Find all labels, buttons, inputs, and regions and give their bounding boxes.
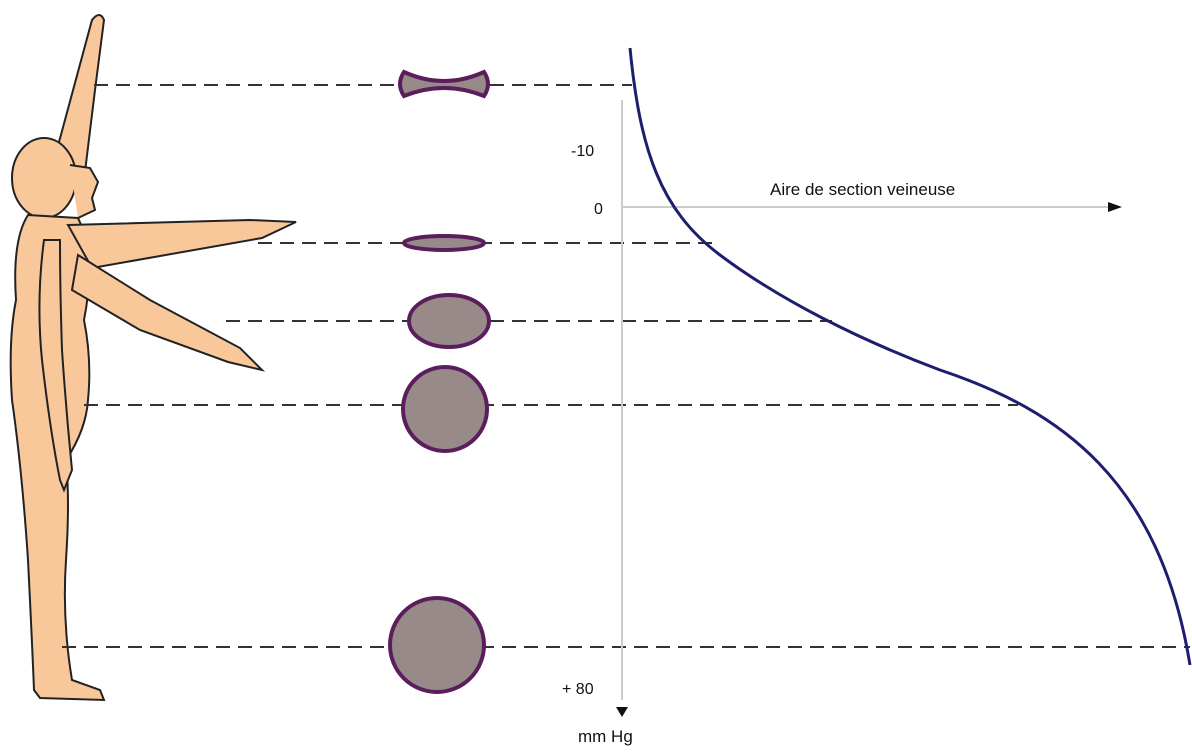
area-axis-arrow-icon [1108, 202, 1122, 212]
tick-label-minus-10: -10 [571, 143, 594, 160]
diagonal-arm [70, 253, 266, 372]
axes [616, 100, 1122, 717]
tick-label-plus-80: + 80 [562, 681, 594, 698]
vein-ellipse [407, 293, 491, 349]
vein-circle [401, 365, 489, 453]
vein-flattened [402, 234, 486, 252]
vein-collapsed [398, 69, 490, 99]
face-profile [69, 164, 100, 219]
vein-large-circle [388, 596, 486, 694]
human-figure [9, 14, 297, 702]
area-axis-label: Aire de section veineuse [770, 180, 955, 199]
raised-arm [50, 14, 106, 182]
pressure-axis-arrow-icon [616, 707, 628, 717]
vein-cross-sections [388, 69, 491, 694]
hanging-arm [38, 239, 74, 493]
level-lines [62, 84, 1190, 648]
tick-label-0: 0 [594, 201, 603, 218]
pressure-unit-label: mm Hg [578, 727, 633, 746]
head [11, 137, 77, 219]
pressure-area-curve [628, 47, 1192, 666]
